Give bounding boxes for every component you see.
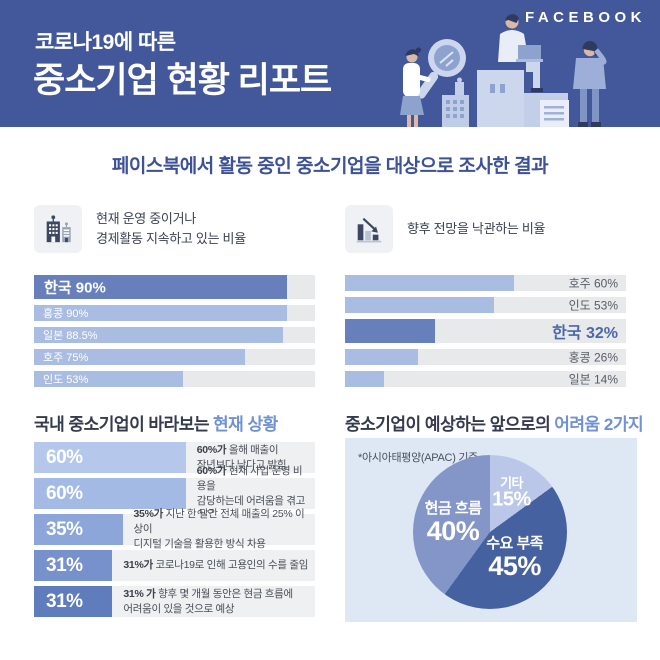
- bar: [345, 297, 494, 313]
- section-label-operating: 현재 운영 중이거나 경제활동 지속하고 있는 비율: [96, 209, 246, 249]
- bar-row: 홍콩 26%: [345, 349, 626, 365]
- section-head-outlook: 향후 전망을 낙관하는 비율: [345, 205, 546, 253]
- bar-row: 한국 32%: [345, 319, 626, 343]
- stat-description: 60%가 올해 매출이 작년보다 낮다고 밝힘: [196, 443, 287, 471]
- bar-row: 호주 60%: [345, 275, 626, 291]
- title-highlight: 현재 상황: [213, 415, 278, 434]
- title-plain: 국내 중소기업이 바라보는: [34, 415, 210, 434]
- magnifier-shape: [416, 39, 466, 99]
- declining-chart-icon: [345, 205, 393, 253]
- bar-label: 인도 53%: [568, 298, 618, 313]
- section-head-operating: 현재 운영 중이거나 경제활동 지속하고 있는 비율: [34, 205, 246, 253]
- header-eyebrow: 코로나19에 따른: [35, 31, 176, 54]
- stat-row: 35% 35%가 지난 한 달간 전체 매출의 25% 이상이 디지털 기술을 활용…: [34, 508, 315, 550]
- page-title: 중소기업 현황 리포트: [33, 61, 332, 100]
- pie-slice-label: 현금 흐름 40%: [424, 499, 482, 546]
- bar: [34, 275, 287, 299]
- pie-slice-label: 수요 부족 45%: [486, 535, 544, 581]
- bar: [34, 305, 287, 321]
- stat-bar: 35%: [34, 514, 123, 545]
- section-label-line2: 경제활동 지속하고 있는 비율: [96, 231, 246, 246]
- person-thinking: [573, 40, 607, 127]
- bar: [34, 349, 245, 365]
- section-label-outlook: 향후 전망을 낙관하는 비율: [407, 220, 546, 236]
- bar: [345, 371, 385, 387]
- bar-row: 인도 53%: [34, 371, 315, 387]
- bar: [345, 319, 435, 343]
- current-situation-chart: 60% 60%가 올해 매출이 작년보다 낮다고 밝힘 60% 60%가 현재 사업 운…: [34, 442, 315, 617]
- bar-label: 한국 90%: [44, 279, 106, 297]
- pie-slice-label: 기타 15%: [492, 475, 531, 511]
- stat-bar: 31%: [34, 586, 113, 617]
- stat-bar: 60%: [34, 478, 186, 509]
- title-plain: 중소기업이 예상하는 앞으로의: [345, 415, 551, 434]
- stat-bar: 60%: [34, 442, 186, 473]
- stat-description: 35%가 지난 한 달간 전체 매출의 25% 이상이 디지털 기술을 활용한 방…: [133, 508, 305, 550]
- bar: [345, 275, 514, 291]
- header-illustration: [400, 14, 607, 127]
- buildings-icon: [34, 205, 82, 253]
- section-label-line1: 현재 운영 중이거나: [96, 210, 196, 226]
- bar-label: 한국 32%: [552, 325, 618, 342]
- optimism-rate-chart: 호주 60% 인도 53% 한국 32% 홍콩 26% 일본 14%: [345, 275, 626, 387]
- current-situation-title: 국내 중소기업이 바라보는 현재 상황: [34, 410, 278, 435]
- bar-label: 홍콩 90%: [43, 308, 89, 320]
- pedestal-shape: [477, 70, 524, 127]
- bar-label: 일본 88.5%: [43, 330, 98, 342]
- bar-label: 홍콩 26%: [568, 350, 618, 365]
- bar-row: 일본 88.5%: [34, 327, 315, 343]
- bar-row: 일본 14%: [345, 371, 626, 387]
- bar-row: 호주 75%: [34, 349, 315, 365]
- bar-label: 호주 60%: [568, 276, 618, 291]
- difficulties-title: 중소기업이 예상하는 앞으로의 어려움 2가지: [345, 410, 644, 435]
- bar: [34, 371, 183, 387]
- stat-description: 31% 가 향후 몇 개월 동안은 현금 흐름에 어려움이 있을 것으로 예상: [123, 587, 293, 615]
- stat-row: 60% 60%가 올해 매출이 작년보다 낮다고 밝힘: [34, 442, 315, 473]
- stat-bar: 31%: [34, 550, 113, 581]
- survey-subtitle: 페이스북에서 활동 중인 중소기업을 대상으로 조사한 결과: [111, 156, 549, 177]
- operating-rate-chart: 한국 90% 홍콩 90% 일본 88.5% 호주 75% 인도 53%: [34, 275, 315, 387]
- stat-row: 31% 31% 가 향후 몇 개월 동안은 현금 흐름에 어려움이 있을 것으로 예…: [34, 586, 315, 617]
- difficulties-pie-chart: 기타 15% 수요 부족 45% 현금 흐름 40%: [413, 455, 567, 609]
- bar: [345, 349, 419, 365]
- bar-label: 호주 75%: [43, 352, 89, 364]
- title-highlight: 어려움 2가지: [554, 415, 644, 434]
- bar-label: 인도 53%: [43, 374, 89, 386]
- bar-row: 한국 90%: [34, 275, 315, 299]
- apac-note: *아시아태평양(APAC) 기준: [358, 452, 478, 464]
- bar-row: 인도 53%: [345, 297, 626, 313]
- stat-row: 31% 31%가 코로나19로 인해 고용인의 수를 줄임: [34, 550, 315, 581]
- bar-row: 홍콩 90%: [34, 305, 315, 321]
- facebook-logo: FACEBOOK: [524, 9, 646, 26]
- header: FACEBOOK 코로나19에 따른 중소기업 현황 리포트: [0, 0, 660, 127]
- difficulties-panel: *아시아태평양(APAC) 기준 기타 15% 수요 부족 45% 현금 흐름 40%: [345, 438, 637, 622]
- person-sitting-laptop: [498, 14, 543, 92]
- bar-label: 일본 14%: [568, 372, 618, 387]
- stat-description: 31%가 코로나19로 인해 고용인의 수를 줄임: [123, 559, 309, 572]
- bar: [34, 327, 283, 343]
- person-with-magnifier: [400, 47, 431, 127]
